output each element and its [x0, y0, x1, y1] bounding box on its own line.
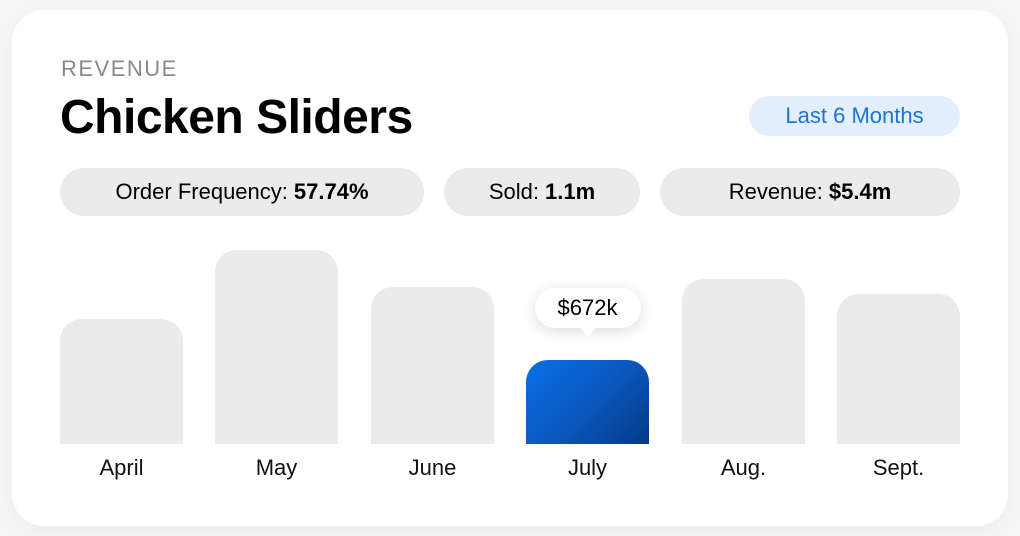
revenue-card [12, 10, 1008, 526]
stat-label: Sold: [488, 179, 539, 204]
stat-label: Revenue: [728, 179, 823, 204]
bar-value-tooltip: $672k [534, 288, 641, 337]
x-tick-label: May [255, 455, 298, 480]
bar-may[interactable] [215, 250, 338, 444]
stat-label: Order Frequency: [115, 179, 288, 204]
bar-aug[interactable] [682, 279, 805, 444]
section-eyebrow: REVENUE [61, 56, 178, 81]
x-tick-label: Aug. [720, 455, 767, 480]
stat-value: 1.1m [545, 179, 596, 204]
stat-revenue: Revenue: $5.4m [660, 168, 960, 216]
x-tick-label: April [99, 455, 144, 480]
stat-value: 57.74% [293, 179, 369, 204]
page-title: Chicken Sliders [60, 91, 413, 144]
stat-order-frequency: Order Frequency: 57.74% [60, 168, 424, 216]
x-tick-label: Sept. [872, 455, 925, 480]
bar-sept[interactable] [837, 294, 960, 444]
x-tick-label: July [567, 455, 608, 480]
time-range-button[interactable]: Last 6 Months [749, 96, 960, 136]
x-tick-label: June [408, 455, 457, 480]
stat-value: $5.4m [828, 179, 892, 204]
stat-sold: Sold: 1.1m [444, 168, 640, 216]
bar-july[interactable] [526, 360, 649, 444]
bar-april[interactable] [60, 319, 183, 444]
bar-june[interactable] [371, 287, 494, 444]
